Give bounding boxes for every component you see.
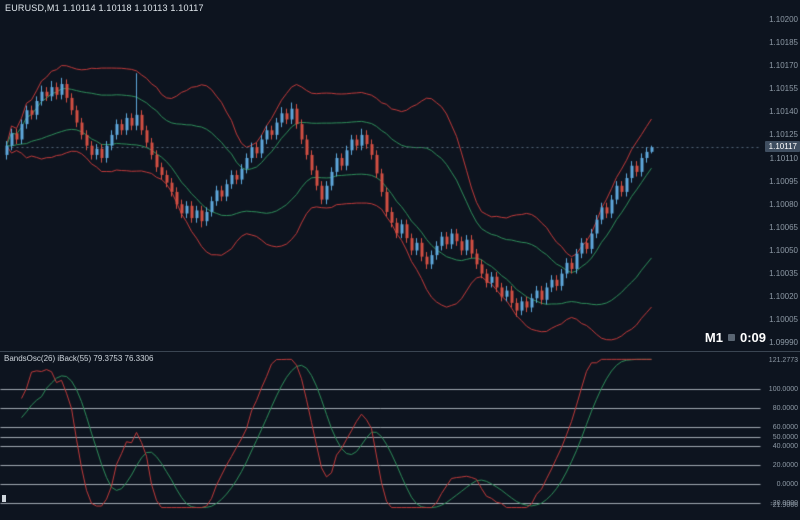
oscillator-axis-tick: 40.0000 xyxy=(772,443,798,451)
candlestick-chart[interactable] xyxy=(0,0,800,350)
price-axis-tick: 1.10020 xyxy=(769,292,798,302)
pause-icon xyxy=(727,334,735,341)
bar-countdown: 0:09 xyxy=(739,330,766,345)
oscillator-axis-tick: 60.0000 xyxy=(772,424,798,432)
price-axis-tick: 1.10155 xyxy=(769,84,798,94)
oscillator-axis-tick: 50.0000 xyxy=(772,433,798,441)
oscillator-chart[interactable] xyxy=(0,352,800,520)
main-chart-pane: EURUSD,M1 1.10114 1.10118 1.10113 1.1011… xyxy=(0,0,800,350)
price-axis-tick: 1.10185 xyxy=(769,37,798,47)
price-axis-tick: 1.10110 xyxy=(769,153,798,163)
symbol-ohlc-header: EURUSD,M1 1.10114 1.10118 1.10113 1.1011… xyxy=(5,3,204,13)
oscillator-pane: BandsOsc(26) iBack(55) 79.3753 76.3306 1… xyxy=(0,351,800,520)
bar-timer: M1 0:09 xyxy=(705,330,766,345)
current-price-tag: 1.10117 xyxy=(764,141,800,152)
oscillator-axis-tick: 20.0000 xyxy=(772,462,798,470)
oscillator-axis-tick: 0.0000 xyxy=(776,481,798,489)
oscillator-axis-tick: 80.0000 xyxy=(772,405,798,413)
price-axis-tick: 1.10200 xyxy=(769,14,798,24)
indicator-name-label: BandsOsc(26) iBack(55) 79.3753 76.3306 xyxy=(4,354,154,363)
price-axis-tick: 1.10050 xyxy=(769,245,798,255)
price-axis-tick: 1.10170 xyxy=(769,61,798,71)
price-axis-tick: 1.10095 xyxy=(769,176,798,186)
timeframe-label: M1 xyxy=(704,330,723,345)
pane-resize-handle[interactable] xyxy=(2,495,6,502)
oscillator-axis-tick: 121.2773 xyxy=(768,356,798,364)
price-axis-tick: 1.10125 xyxy=(769,130,798,140)
price-axis-tick: 1.10065 xyxy=(769,222,798,232)
price-axis-tick: 1.10035 xyxy=(769,269,798,279)
price-axis-tick: 1.09990 xyxy=(769,338,798,348)
price-axis-tick: 1.10005 xyxy=(769,315,798,325)
oscillator-axis-tick: -20.0000 xyxy=(770,500,798,508)
oscillator-axis-tick: 100.0000 xyxy=(768,386,798,394)
price-axis-tick: 1.10140 xyxy=(769,107,798,117)
price-axis-tick: 1.10080 xyxy=(769,199,798,209)
oscillator-axis-tick: -21.9066 xyxy=(770,502,798,510)
